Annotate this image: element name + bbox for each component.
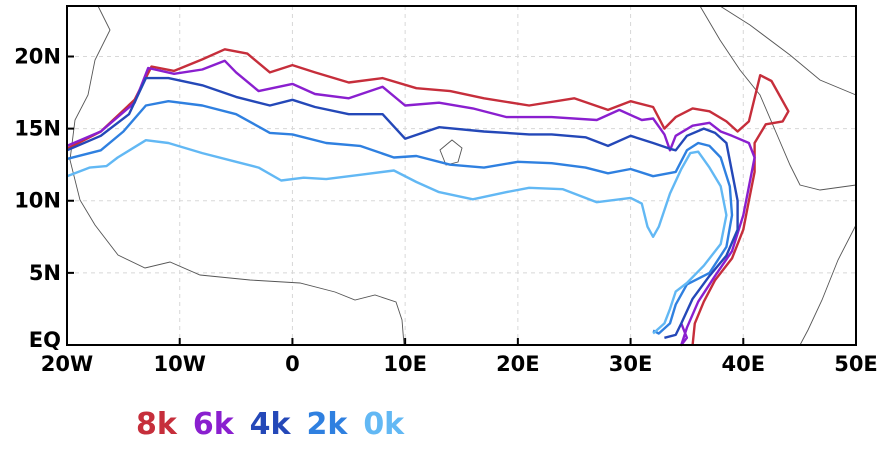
arabian-coast bbox=[719, 5, 857, 96]
x-tick-label: 50E bbox=[834, 352, 878, 376]
contour-6k bbox=[66, 59, 756, 347]
plot-frame bbox=[66, 5, 857, 346]
contour-0k bbox=[66, 138, 728, 335]
legend-item-8k: 8k bbox=[136, 407, 177, 442]
contour-8k bbox=[66, 48, 790, 346]
x-tick-label: 30E bbox=[609, 352, 653, 376]
horn-coast bbox=[799, 224, 857, 346]
contour-lines bbox=[66, 48, 790, 347]
legend-item-4k: 4k bbox=[249, 407, 291, 442]
legend-item-0k: 0k bbox=[363, 407, 405, 442]
x-tick-label: 20W bbox=[41, 352, 93, 376]
legend: 8k 6k 4k 2k 0k bbox=[136, 408, 404, 442]
gridlines bbox=[67, 6, 856, 345]
africa-coastline bbox=[69, 5, 405, 346]
contour-4k bbox=[66, 76, 739, 339]
contour-2k bbox=[66, 99, 734, 335]
coastlines bbox=[69, 5, 857, 346]
y-tick-label: 5N bbox=[29, 261, 61, 285]
x-tick-label: 20E bbox=[496, 352, 540, 376]
x-tick-label: 0 bbox=[285, 352, 300, 376]
x-tick-label: 10E bbox=[383, 352, 427, 376]
y-tick-label: 15N bbox=[14, 117, 61, 141]
y-tick-label: 10N bbox=[14, 189, 61, 213]
legend-item-6k: 6k bbox=[192, 407, 234, 442]
lake-chad bbox=[439, 139, 463, 166]
red-sea-coast bbox=[699, 5, 857, 191]
x-tick-label: 40E bbox=[721, 352, 765, 376]
y-tick-label: 20N bbox=[14, 44, 61, 68]
axis-ticks: 20W 10W 0 10E 20E 30E 40E 50E EQ 5N 10N 15N 20N bbox=[14, 44, 878, 376]
y-tick-label: EQ bbox=[29, 328, 61, 352]
legend-item-2k: 2k bbox=[306, 407, 348, 442]
x-tick-label: 10W bbox=[154, 352, 206, 376]
